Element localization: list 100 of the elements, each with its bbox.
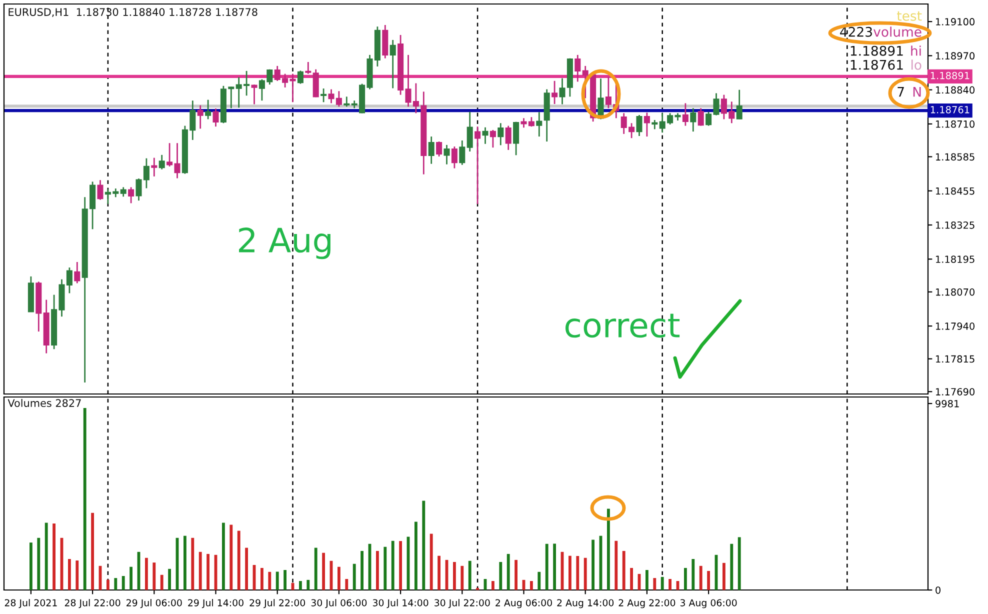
candlestick	[128, 186, 134, 204]
bar	[198, 552, 202, 590]
bar	[452, 562, 456, 590]
annotation: lo	[912, 60, 922, 70]
bar	[114, 578, 118, 590]
bar	[306, 580, 310, 590]
bar	[391, 540, 394, 590]
candlestick	[698, 107, 704, 126]
bar	[460, 566, 464, 590]
bar	[91, 512, 94, 590]
annotation: 7	[898, 87, 904, 97]
candlestick	[212, 108, 219, 128]
bar	[584, 558, 587, 590]
x-tick-label: 30 Jul 22:00	[434, 599, 490, 608]
bar	[337, 566, 340, 590]
candlestick	[582, 65, 588, 99]
y-tick-label: 1.19100	[936, 18, 975, 26]
bar	[29, 542, 32, 590]
bar	[160, 574, 164, 590]
x-tick-label: 29 Jul 14:00	[188, 599, 244, 608]
bar	[684, 568, 687, 590]
bar	[314, 548, 318, 590]
bar	[592, 540, 595, 590]
bar	[630, 568, 634, 590]
y-tick-label: 1.18325	[936, 221, 974, 229]
candlestick	[636, 114, 642, 137]
bar	[422, 500, 426, 590]
bar	[553, 544, 556, 590]
y-tick-label: 1.17690	[936, 388, 975, 396]
annotation: N	[913, 87, 921, 97]
y-tick-label: 1.17815	[936, 355, 974, 363]
bar	[44, 522, 48, 590]
bar	[722, 562, 726, 590]
bar	[106, 580, 110, 590]
x-tick-label: 28 Jul 22:00	[64, 599, 120, 608]
bar	[530, 581, 533, 590]
candlestick	[482, 126, 488, 145]
candlestick	[251, 84, 258, 105]
annotation: 1.18761	[850, 60, 903, 70]
candlestick	[320, 88, 327, 103]
bar	[284, 570, 287, 590]
annotation: 4223	[840, 26, 872, 37]
x-tick-label: 29 Jul 06:00	[126, 599, 182, 608]
x-tick-label: 30 Jul 06:00	[311, 599, 367, 608]
x-tick-label: 28 Jul 2021	[4, 599, 57, 608]
bar	[68, 558, 71, 590]
bar	[491, 581, 494, 590]
y-tick-label: 1.17940	[936, 322, 975, 330]
candlestick	[197, 104, 204, 130]
bar	[352, 564, 356, 590]
candlestick	[498, 122, 504, 146]
bar	[122, 576, 125, 590]
candlestick	[644, 112, 650, 138]
bar	[660, 576, 664, 590]
x-tick-label: 3 Aug 06:00	[680, 599, 737, 608]
bar	[245, 548, 248, 590]
x-tick-label: 2 Aug 14:00	[557, 599, 614, 608]
bar	[206, 554, 210, 590]
bar	[260, 568, 264, 590]
y-tick-label: 1.18455	[936, 187, 974, 195]
candlestick	[466, 111, 473, 152]
bar	[438, 556, 441, 590]
chart-title: EURUSD,H1 1.18730 1.18840 1.18728 1.18778	[8, 8, 258, 18]
bar	[230, 524, 233, 590]
candlestick	[120, 186, 126, 198]
candlestick	[428, 136, 434, 165]
bar	[738, 537, 741, 590]
x-tick-label: 2 Aug 06:00	[496, 599, 552, 608]
bar	[514, 560, 518, 590]
bar	[237, 530, 240, 590]
candlestick	[344, 96, 350, 108]
bar	[645, 570, 648, 590]
bar	[707, 570, 710, 590]
bar	[614, 540, 618, 590]
candlestick	[158, 154, 165, 170]
x-tick-label: 30 Jul 14:00	[372, 599, 428, 608]
candlestick	[451, 146, 458, 169]
ref-line-label: 1.18891	[930, 72, 970, 80]
bar	[168, 568, 172, 590]
candlestick	[536, 111, 542, 138]
bar	[298, 581, 302, 590]
y-tick-label: 9981	[936, 400, 959, 408]
bar	[399, 541, 402, 590]
bar	[538, 572, 541, 590]
candlestick	[297, 70, 304, 84]
y-tick-label: 0	[936, 586, 940, 594]
x-tick-label: 29 Jul 22:00	[250, 599, 306, 608]
bar	[699, 566, 702, 590]
bar	[268, 572, 272, 590]
bar	[606, 508, 610, 590]
candlestick	[390, 39, 396, 89]
ref-line-label: 1.18761	[930, 106, 970, 114]
bar	[468, 560, 472, 590]
bar	[653, 578, 656, 590]
candlestick	[490, 129, 496, 148]
bar	[499, 562, 502, 590]
bar	[730, 544, 734, 590]
candlestick	[305, 61, 312, 75]
bar	[152, 562, 156, 590]
bar	[130, 566, 133, 590]
